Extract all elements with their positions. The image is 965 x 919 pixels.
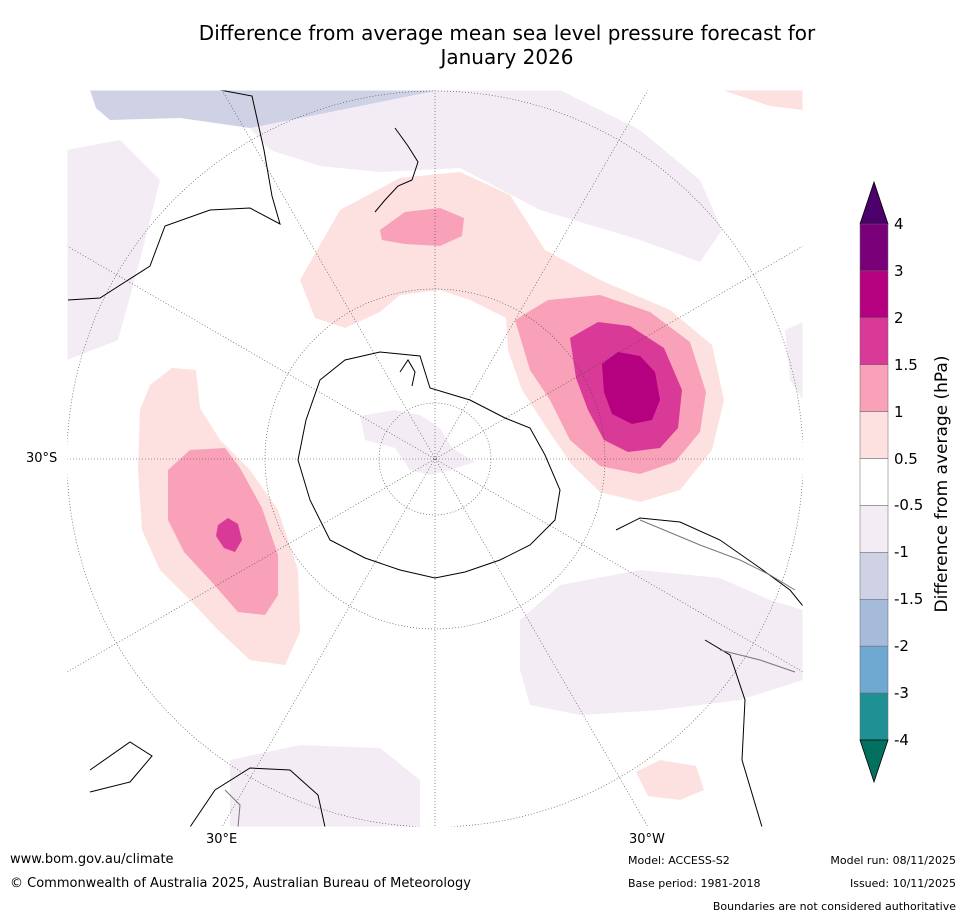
- colorbar-tick-label: -2: [894, 637, 909, 656]
- colorbar-tick-label: -4: [894, 731, 909, 749]
- new-zealand-coast: [374, 127, 419, 213]
- lat-label-30s: 30°S: [26, 451, 58, 466]
- chart-title-line2: January 2026: [440, 45, 574, 69]
- footer-model: Model: ACCESS-S2: [628, 854, 730, 867]
- colorbar-segment: [859, 552, 889, 600]
- footer-issued: Issued: 10/11/2025: [849, 877, 956, 890]
- colorbar-segment: [859, 364, 889, 412]
- antarctic-peninsula: [399, 359, 416, 387]
- chart-title: Difference from average mean sea level p…: [0, 21, 965, 69]
- footer-disclaimer: Boundaries are not considered authoritat…: [712, 900, 956, 913]
- lon-label-30w: 30°W: [629, 832, 665, 847]
- anomaly-northeast-0.5-1: [722, 90, 803, 110]
- colorbar-segment: [859, 411, 889, 459]
- colorbar-segment: [859, 458, 889, 506]
- colorbar: [859, 180, 889, 784]
- footer-base-period: Base period: 1981-2018: [628, 877, 761, 890]
- anomaly-pacific-2-3: [602, 352, 660, 424]
- madagascar-coast: [89, 741, 153, 793]
- footer-url[interactable]: www.bom.gov.au/climate: [10, 852, 174, 867]
- colorbar-segment: [859, 692, 889, 741]
- colorbar-tick-label: 1.5: [894, 355, 918, 374]
- anomaly-indian-1.5-2: [216, 518, 242, 552]
- lon-label-30e: 30°E: [206, 832, 238, 847]
- colorbar-segment: [859, 223, 889, 272]
- colorbar-tick-label: 4: [894, 215, 904, 233]
- footer-copyright: © Commonwealth of Australia 2025, Austra…: [10, 876, 471, 891]
- anomaly-east-weak-low: [785, 322, 803, 400]
- graticule: [67, 90, 803, 827]
- colorbar-segment: [859, 645, 889, 694]
- colorbar-tick-label: 3: [894, 261, 904, 280]
- anomaly-pacific-weak-low: [250, 90, 722, 262]
- anomaly-southeast-0.5-1: [636, 760, 704, 800]
- anomaly-tasman-1-1.5: [380, 208, 464, 246]
- colorbar-segment: [859, 505, 889, 553]
- anomaly-antarctic-low: [360, 410, 475, 475]
- borders: [224, 519, 796, 827]
- coastlines: [67, 90, 803, 827]
- colorbar-tick-label: -3: [894, 684, 909, 703]
- anomaly-west-weak-low: [67, 140, 160, 360]
- colorbar-extend-high: [859, 180, 889, 225]
- africa-coast: [189, 767, 326, 827]
- colorbar-segment: [859, 270, 889, 319]
- colorbar-tick-label: 1: [894, 402, 904, 421]
- map-frame: [66, 89, 804, 828]
- colorbar-segment: [859, 599, 889, 647]
- chart-title-line1: Difference from average mean sea level p…: [198, 21, 816, 45]
- colorbar-tick-label: -0.5: [894, 496, 924, 515]
- footer-model-run: Model run: 08/11/2025: [830, 854, 956, 867]
- colorbar-tick-label: 0.5: [894, 449, 918, 468]
- anomaly-africa-weak-low: [230, 745, 420, 827]
- colorbar-extend-low: [859, 739, 889, 784]
- colorbar-tick-label: 2: [894, 308, 904, 327]
- colorbar-title: Difference from average (hPa): [932, 355, 952, 613]
- colorbar-segment: [859, 317, 889, 365]
- colorbar-tick-label: -1.5: [894, 590, 924, 609]
- colorbar-tick-label: -1: [894, 543, 909, 562]
- anomaly-south-atlantic-low: [520, 570, 803, 715]
- australia-coast: [67, 90, 281, 301]
- antarctica-coast: [297, 351, 561, 579]
- south-america-coast: [615, 517, 803, 607]
